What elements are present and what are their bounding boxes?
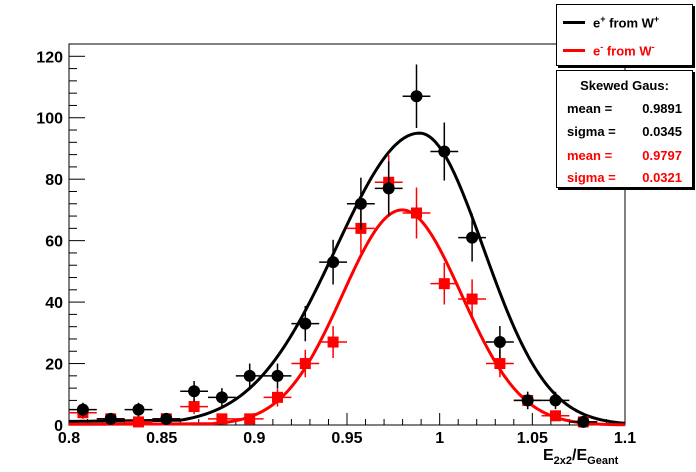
stat-row-black-mean: mean = 0.9891 bbox=[557, 101, 692, 121]
y-tick-label: 120 bbox=[36, 49, 63, 66]
x-tick-label: 1.05 bbox=[517, 430, 548, 447]
axis-ticks bbox=[68, 43, 626, 426]
stat-name: sigma = bbox=[567, 124, 616, 139]
data-point-black bbox=[271, 369, 284, 382]
x-tick-label: 0.9 bbox=[243, 430, 265, 447]
y-tick-label: 0 bbox=[54, 418, 63, 435]
fit-stats-box: Skewed Gaus: mean = 0.9891 sigma = 0.034… bbox=[556, 70, 693, 188]
data-point-black bbox=[521, 394, 534, 407]
stat-value: 0.9891 bbox=[642, 101, 682, 116]
data-point-black bbox=[327, 256, 340, 269]
stat-name: mean = bbox=[567, 101, 613, 116]
stat-value: 0.0345 bbox=[642, 124, 682, 139]
data-point-red bbox=[216, 413, 228, 425]
data-point-black bbox=[382, 182, 395, 195]
data-point-black bbox=[299, 317, 312, 330]
data-point-red bbox=[466, 293, 478, 305]
data-point-red bbox=[244, 413, 256, 425]
stats-title: Skewed Gaus: bbox=[580, 78, 669, 93]
x-tick-labels: 0.8 0.85 0.9 0.95 1 1.05 1.1 bbox=[58, 430, 636, 447]
stat-value: 0.9797 bbox=[642, 148, 682, 163]
y-tick-label: 100 bbox=[36, 111, 63, 128]
fit-curve-red bbox=[69, 208, 626, 427]
fit-curves bbox=[68, 131, 626, 427]
y-tick-labels: 0 20 40 60 80 100 120 bbox=[36, 49, 63, 435]
x-axis-title: E2x2/EGeant bbox=[543, 447, 619, 467]
data-point-black bbox=[104, 412, 117, 425]
data-point-red bbox=[550, 410, 561, 422]
data-point-black bbox=[410, 90, 423, 103]
y-tick-label: 20 bbox=[45, 357, 63, 374]
x-tick-label: 1.1 bbox=[614, 430, 636, 447]
data-point-black bbox=[438, 145, 451, 158]
data-point-red bbox=[438, 278, 450, 290]
x-tick-label: 1 bbox=[435, 430, 444, 447]
legend: e+ from W+ e- from W- bbox=[556, 4, 693, 66]
y-tick-label: 40 bbox=[45, 295, 63, 312]
data-point-black bbox=[549, 394, 562, 407]
stat-name: mean = bbox=[567, 148, 613, 163]
x-tick-label: 0.85 bbox=[146, 430, 177, 447]
legend-entry-positron: e+ from W+ bbox=[563, 11, 659, 33]
data-point-red bbox=[272, 391, 283, 403]
x-tick-label: 0.95 bbox=[331, 430, 362, 447]
stat-row-red-mean: mean = 0.9797 bbox=[557, 148, 692, 168]
data-point-red bbox=[327, 336, 339, 348]
stat-row-black-sigma: sigma = 0.0345 bbox=[557, 124, 692, 144]
data-point-black bbox=[76, 403, 89, 416]
legend-label-electron: e- from W- bbox=[593, 41, 655, 59]
data-point-black bbox=[577, 415, 590, 428]
stat-row-red-sigma: sigma = 0.0321 bbox=[557, 170, 692, 190]
data-point-black bbox=[132, 403, 145, 416]
legend-line-red bbox=[563, 48, 585, 52]
x-tick-label: 0.8 bbox=[58, 430, 80, 447]
data-point-red bbox=[299, 358, 311, 370]
data-point-black bbox=[243, 369, 256, 382]
stat-name: sigma = bbox=[567, 170, 616, 185]
data-point-black bbox=[215, 391, 228, 404]
y-tick-label: 60 bbox=[45, 234, 63, 251]
legend-entry-electron: e- from W- bbox=[563, 39, 655, 61]
frame bbox=[68, 43, 626, 426]
data-point-black bbox=[354, 197, 367, 210]
data-point-black bbox=[493, 336, 506, 349]
data-point-red bbox=[133, 416, 144, 428]
legend-label-positron: e+ from W+ bbox=[593, 13, 660, 31]
data-point-black bbox=[188, 385, 201, 398]
data-point-red bbox=[494, 358, 506, 370]
stat-value: 0.0321 bbox=[642, 170, 682, 185]
fit-curve-black bbox=[68, 131, 626, 425]
data-point-red bbox=[411, 207, 422, 219]
legend-line-black bbox=[563, 20, 585, 24]
data-point-red bbox=[188, 401, 200, 413]
data-point-black bbox=[466, 231, 479, 244]
data-points bbox=[69, 64, 598, 428]
data-point-black bbox=[160, 412, 173, 425]
y-tick-label: 80 bbox=[45, 172, 63, 189]
